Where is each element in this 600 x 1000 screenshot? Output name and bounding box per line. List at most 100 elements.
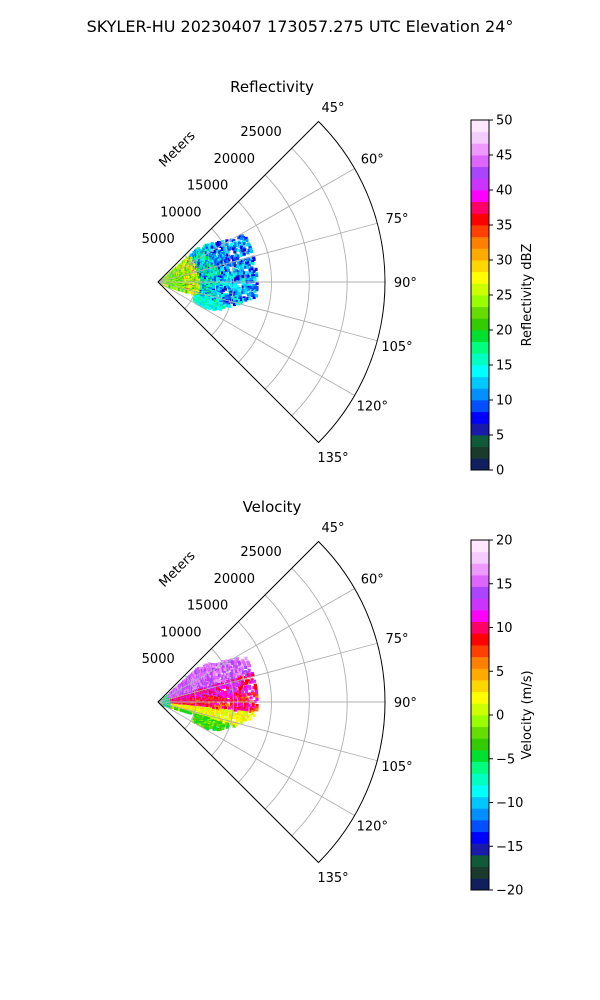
data-cell: [207, 681, 212, 685]
data-cell: [246, 715, 250, 719]
data-cell: [236, 260, 240, 264]
data-cell: [187, 710, 191, 714]
data-cell: [218, 679, 222, 683]
data-cell: [243, 278, 247, 282]
data-cell: [244, 259, 248, 263]
data-cell: [253, 276, 257, 280]
data-cell: [227, 684, 231, 688]
data-cell: [237, 676, 241, 680]
data-cell: [225, 683, 229, 687]
data-cell: [218, 699, 222, 703]
data-cell: [225, 246, 229, 251]
data-cell: [199, 666, 203, 670]
colorbar-swatch: [471, 318, 489, 331]
data-cell: [233, 257, 237, 261]
colorbar-label: Reflectivity dBZ: [520, 244, 535, 347]
data-cell: [243, 709, 247, 713]
data-cell: [232, 724, 236, 728]
data-cell: [249, 674, 253, 678]
data-cell: [251, 276, 255, 280]
data-cell: [221, 711, 225, 715]
data-cell: [212, 703, 216, 707]
data-cell: [206, 301, 210, 305]
data-cell: [247, 285, 251, 289]
data-cell: [235, 665, 239, 669]
grid-spoke: [157, 281, 355, 396]
data-cell: [207, 685, 211, 690]
data-cell: [234, 659, 238, 663]
data-cell: [254, 689, 258, 693]
data-cell: [204, 306, 208, 310]
data-cell: [244, 685, 248, 689]
data-cell: [233, 698, 237, 702]
data-cell: [251, 260, 255, 264]
data-cell: [233, 708, 237, 712]
data-cell: [220, 681, 224, 685]
data-cell: [242, 296, 246, 300]
data-cell: [166, 284, 170, 288]
data-cell: [249, 248, 253, 252]
data-cell: [221, 274, 225, 278]
data-cell: [210, 245, 214, 249]
data-cell: [209, 667, 213, 671]
data-cell: [237, 240, 241, 244]
data-cell: [240, 269, 244, 273]
colorbar-swatch: [471, 726, 489, 739]
data-cell: [200, 691, 205, 695]
data-cell: [228, 296, 232, 301]
data-cell: [250, 256, 254, 260]
data-cell: [235, 683, 239, 687]
data-cell: [250, 268, 254, 272]
data-cell: [196, 278, 200, 282]
data-cell: [229, 242, 233, 246]
data-cell: [247, 278, 251, 282]
colorbar-swatch: [471, 843, 489, 856]
data-cell: [244, 665, 248, 669]
data-cell: [236, 718, 240, 722]
colorbar-swatch: [471, 260, 489, 273]
data-cell: [208, 702, 212, 706]
data-cell: [237, 288, 241, 292]
data-cell: [200, 671, 204, 675]
data-cell: [205, 245, 210, 249]
data-cell: [196, 699, 200, 703]
data-cell: [240, 714, 244, 718]
data-cell: [241, 278, 245, 282]
data-cell: [203, 710, 207, 714]
data-cell: [228, 714, 233, 718]
colorbar-swatch: [471, 388, 489, 401]
data-cell: [217, 273, 221, 277]
data-cell: [224, 717, 228, 721]
data-cell: [215, 706, 220, 711]
data-cell: [245, 681, 249, 685]
colorbar-tick-label: 20: [496, 534, 513, 549]
radial-axis-label: Meters: [157, 548, 199, 590]
data-cell: [202, 698, 206, 702]
data-cell: [241, 264, 245, 268]
data-cell: [232, 689, 236, 693]
data-cell: [217, 258, 221, 262]
data-cell: [212, 721, 217, 725]
data-cell: [210, 681, 214, 685]
colorbar-tick-label: −15: [496, 840, 523, 855]
data-cell: [203, 681, 208, 685]
data-cell: [220, 690, 225, 694]
radial-tick-label: 15000: [187, 179, 228, 194]
data-cell: [236, 270, 241, 274]
data-cell: [239, 696, 243, 701]
colorbar-swatch: [471, 773, 489, 786]
data-cell: [239, 665, 243, 669]
data-cell: [197, 694, 201, 698]
data-cell: [238, 253, 243, 257]
data-cell: [247, 283, 251, 288]
data-cell: [244, 689, 248, 693]
data-cell: [227, 289, 231, 293]
colorbar-swatch: [471, 610, 489, 623]
data-cell: [245, 238, 249, 242]
data-cell: [200, 702, 204, 707]
data-cell: [213, 696, 217, 700]
data-cell: [247, 668, 251, 672]
data-cell: [237, 712, 241, 716]
data-cell: [226, 304, 230, 308]
data-cell: [251, 704, 255, 708]
